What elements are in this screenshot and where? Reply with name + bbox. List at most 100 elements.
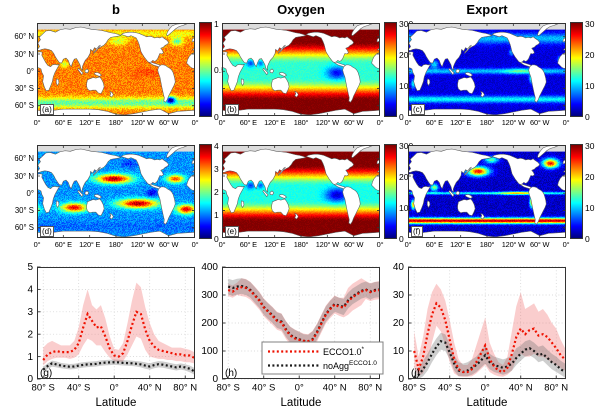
map-lon-tick-label: 120° E — [264, 118, 286, 127]
panel-letter-g: (g) — [40, 368, 52, 379]
x-tick-label: 40° N — [509, 383, 533, 394]
y-tick-label: 3 — [27, 307, 33, 318]
y-tick-label: 300 — [201, 290, 218, 301]
x-tick-label: 40° N — [323, 383, 347, 394]
x-tick-label: 80° S — [217, 383, 240, 394]
colorbar-tick-label: 0 — [585, 111, 590, 122]
map-lon-tick-label: 0° — [191, 118, 199, 127]
map-lon-tick-label: 120° W — [501, 118, 525, 127]
map-lat-tick-label: 30° N — [14, 171, 34, 181]
x-tick-label: 80° N — [544, 383, 568, 394]
map-lon-tick-label: 0° — [562, 240, 570, 249]
x-tick-label: 0° — [110, 383, 119, 394]
map-canvas-a — [37, 23, 195, 116]
x-axis-label-latitude: Latitude — [95, 397, 137, 409]
ecco-line — [227, 286, 380, 343]
column-title-b: b — [112, 2, 120, 17]
ecco-line — [42, 310, 195, 361]
colorbar-tick-label: 20 — [585, 171, 595, 182]
x-tick-label: 40° S — [438, 383, 461, 394]
map-lat-tick-label: 0° — [26, 188, 34, 198]
map-lon-tick-label: 120° E — [79, 118, 101, 127]
map-canvas-d — [37, 145, 195, 238]
legend-box — [261, 341, 384, 375]
map-lat-tick-label: 30° N — [14, 49, 34, 59]
colorbar-tick-label: 1 — [214, 210, 219, 221]
map-lon-tick-label: 60° W — [530, 118, 550, 127]
colorbar-tick-label: 4 — [214, 140, 219, 151]
map-lon-tick-label: 180° — [108, 240, 124, 249]
map-lon-tick-label: 0° — [33, 240, 41, 249]
colorbar-tick-label: 2 — [214, 187, 219, 197]
map-lon-tick-label: 120° W — [130, 118, 154, 127]
map-lon-tick-label: 120° W — [130, 240, 154, 249]
y-tick-label: 0 — [398, 374, 404, 385]
map-lon-tick-label: 0° — [562, 118, 570, 127]
colorbar-tick-label: 0 — [399, 111, 404, 122]
map-lon-tick-label: 0° — [376, 118, 384, 127]
map-canvas-c — [408, 23, 566, 116]
map-lon-tick-label: 180° — [479, 240, 495, 249]
map-lon-tick-label: 120° E — [450, 118, 472, 127]
colorbar-tick-label: 10 — [585, 202, 595, 213]
map-lon-tick-label: 0° — [218, 118, 226, 127]
colorbar-tick-label: 10 — [585, 80, 595, 91]
column-title-export: Export — [466, 2, 508, 17]
map-lon-tick-label: 60° E — [239, 240, 257, 249]
map-lon-tick-label: 180° — [293, 118, 309, 127]
map-lat-tick-label: 60° S — [14, 101, 34, 111]
map-lon-tick-label: 0° — [404, 240, 412, 249]
x-tick-label: 0° — [295, 383, 304, 394]
map-lat-tick-label: 60° N — [14, 154, 34, 164]
legend-label: noAggECCO1.0 — [323, 360, 377, 371]
map-lon-tick-label: 180° — [479, 118, 495, 127]
y-tick-label: 1 — [27, 352, 33, 363]
colorbar-b — [384, 22, 397, 117]
panel-letter-f: (f) — [410, 226, 424, 237]
colorbar-tick-label: 100 — [399, 80, 414, 91]
legend-label: ECCO1.0* — [323, 346, 365, 357]
y-tick-label: 2 — [27, 329, 33, 340]
map-lon-tick-label: 60° W — [159, 118, 179, 127]
y-tick-label: 40 — [393, 262, 405, 273]
panel-letter-h: (h) — [225, 368, 237, 379]
map-lon-tick-label: 60° W — [344, 240, 364, 249]
map-lon-tick-label: 120° W — [315, 118, 339, 127]
colorbar-tick-label: 20 — [585, 49, 595, 60]
x-tick-label: 80° N — [358, 383, 382, 394]
y-tick-label: 200 — [201, 318, 218, 329]
colorbar-tick-label: 30 — [585, 18, 595, 29]
map-canvas-e — [222, 145, 380, 238]
panel-letter-d: (d) — [39, 226, 55, 237]
x-tick-label: 80° N — [173, 383, 197, 394]
map-lat-tick-label: 30° S — [14, 205, 34, 215]
panel-letter-e: (e) — [224, 226, 240, 237]
colorbar-tick-label: 30 — [585, 140, 595, 151]
map-lon-tick-label: 0° — [33, 118, 41, 127]
x-tick-label: 80° S — [403, 383, 426, 394]
colorbar-e — [384, 144, 397, 239]
y-tick-label: 0 — [212, 374, 218, 385]
map-canvas-f — [408, 145, 566, 238]
y-tick-label: 5 — [27, 262, 33, 273]
map-lon-tick-label: 120° E — [264, 240, 286, 249]
map-lon-tick-label: 180° — [108, 118, 124, 127]
colorbar-tick-label: 0 — [399, 233, 404, 244]
colorbar-tick-label: 1 — [214, 18, 219, 29]
map-lon-tick-label: 60° E — [54, 240, 72, 249]
map-lon-tick-label: 60° E — [239, 118, 257, 127]
colorbar-c — [570, 22, 583, 117]
map-lat-tick-label: 60° S — [14, 223, 34, 233]
line-chart-i: 80° S 40° S 0° 40° N 80° N 0 10 20 30 40 (i) — [393, 262, 568, 393]
x-tick-label: 0° — [481, 383, 490, 394]
map-lon-tick-label: 120° E — [79, 240, 101, 249]
x-tick-label: 40° N — [138, 383, 162, 394]
colorbar-a — [199, 22, 212, 117]
x-tick-label: 80° S — [32, 383, 55, 394]
plot-frame — [37, 267, 195, 379]
panel-letter-b: (b) — [224, 104, 240, 115]
noagg-uncertainty-band — [414, 332, 566, 379]
y-tick-label: 100 — [201, 346, 218, 357]
ecco-line — [413, 301, 566, 374]
